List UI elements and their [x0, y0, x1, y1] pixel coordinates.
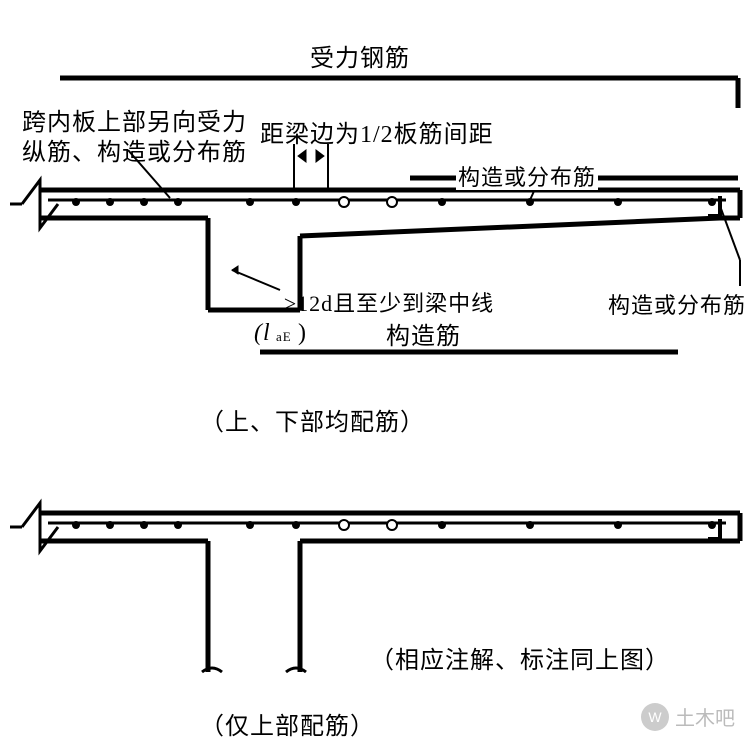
structural-bar-label: 构造筋 — [386, 324, 461, 350]
title-main-rebar: 受力钢筋 — [310, 46, 410, 72]
wechat-icon: W — [641, 703, 669, 731]
watermark: W 土木吧 — [641, 702, 735, 731]
left-note-line1: 跨内板上部另向受力 — [22, 110, 247, 136]
watermark-text: 土木吧 — [675, 702, 735, 731]
beam-spacing-note: 距梁边为1/2板筋间距 — [260, 122, 494, 148]
caption-top-only: （仅上部配筋） — [200, 714, 375, 740]
lae-label-sub: aE — [276, 330, 292, 344]
note-same-as-above: （相应注解、标注同上图） — [370, 648, 670, 674]
lae-label-close: ) — [298, 320, 307, 346]
left-note-line2: 纵筋、构造或分布筋 — [22, 140, 247, 166]
top-distribution-label: 构造或分布筋 — [456, 166, 598, 190]
right-distribution-label: 构造或分布筋 — [608, 294, 746, 318]
lae-label-open: (l — [254, 320, 271, 346]
caption-both-reinforced: （上、下部均配筋） — [200, 410, 425, 436]
anchorage-note: ≥12d且至少到梁中线 — [284, 292, 494, 316]
